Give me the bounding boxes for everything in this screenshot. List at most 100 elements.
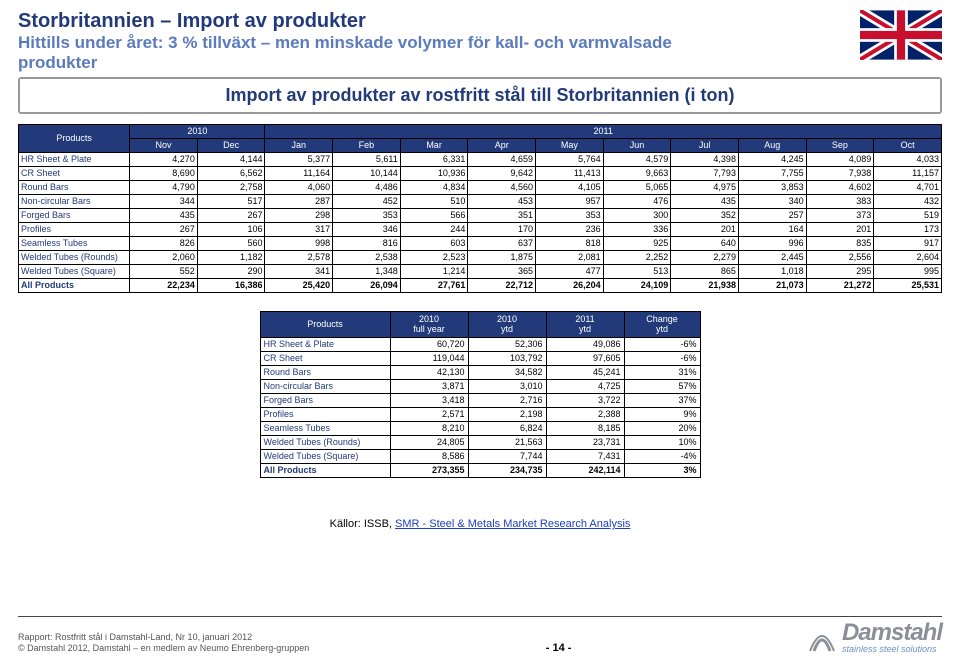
data-cell: 4,486 (333, 181, 401, 195)
data-cell: 1,018 (738, 265, 806, 279)
data-cell: 865 (671, 265, 739, 279)
data-cell: 1,348 (333, 265, 401, 279)
logo-tagline: stainless steel solutions (842, 644, 942, 654)
summary-cell: 37% (624, 394, 700, 408)
summary-row-label: Forged Bars (260, 394, 390, 408)
main-data-table: Products20102011NovDecJanFebMarAprMayJun… (18, 124, 942, 293)
col-month-header: Jun (603, 139, 671, 153)
logo-text-block: Damstahl stainless steel solutions (842, 622, 942, 654)
summary-cell: 31% (624, 366, 700, 380)
data-cell: 26,204 (536, 279, 604, 293)
data-cell: 295 (806, 265, 874, 279)
summary-cell: 3,871 (390, 380, 468, 394)
data-cell: 236 (536, 223, 604, 237)
summary-cell: 8,210 (390, 422, 468, 436)
summary-row-label: Round Bars (260, 366, 390, 380)
data-cell: 4,579 (603, 153, 671, 167)
summary-row-label: Non-circular Bars (260, 380, 390, 394)
data-cell: 16,386 (197, 279, 265, 293)
page-subtitle-2: produkter (18, 53, 672, 73)
summary-cell: 49,086 (546, 338, 624, 352)
row-label: All Products (19, 279, 130, 293)
data-cell: 552 (130, 265, 198, 279)
data-cell: 1,182 (197, 251, 265, 265)
data-cell: 11,164 (265, 167, 333, 181)
summary-cell: 34,582 (468, 366, 546, 380)
summary-cell: 103,792 (468, 352, 546, 366)
summary-cell: 57% (624, 380, 700, 394)
data-cell: 4,398 (671, 153, 739, 167)
page-subtitle-1: Hittills under året: 3 % tillväxt – men … (18, 33, 672, 53)
footer-line1: Rapport: Rostfritt stål i Damstahl-Land,… (18, 632, 309, 643)
summary-cell: 45,241 (546, 366, 624, 380)
data-cell: 435 (671, 195, 739, 209)
row-label: CR Sheet (19, 167, 130, 181)
data-cell: 453 (468, 195, 536, 209)
col-month-header: Jan (265, 139, 333, 153)
data-cell: 2,556 (806, 251, 874, 265)
data-cell: 2,523 (400, 251, 468, 265)
row-label: Profiles (19, 223, 130, 237)
summary-cell: 273,355 (390, 464, 468, 478)
data-cell: 835 (806, 237, 874, 251)
data-cell: 351 (468, 209, 536, 223)
col-month-header: Aug (738, 139, 806, 153)
title-row: Storbritannien – Import av produkter Hit… (18, 10, 942, 73)
data-cell: 818 (536, 237, 604, 251)
summary-cell: 24,805 (390, 436, 468, 450)
summary-cell: 10% (624, 436, 700, 450)
summary-row-label: All Products (260, 464, 390, 478)
data-cell: 6,331 (400, 153, 468, 167)
col-year-header: 2010 (130, 125, 265, 139)
footer-line2: © Damstahl 2012, Damstahl – en medlem av… (18, 643, 309, 654)
source-link[interactable]: SMR - Steel & Metals Market Research Ana… (395, 518, 630, 530)
data-cell: 26,094 (333, 279, 401, 293)
row-label: Forged Bars (19, 209, 130, 223)
data-cell: 566 (400, 209, 468, 223)
data-cell: 4,659 (468, 153, 536, 167)
data-cell: 290 (197, 265, 265, 279)
row-label: Round Bars (19, 181, 130, 195)
data-cell: 435 (130, 209, 198, 223)
footer-left: Rapport: Rostfritt stål i Damstahl-Land,… (18, 632, 309, 654)
page: Storbritannien – Import av produkter Hit… (0, 0, 960, 530)
data-cell: 5,065 (603, 181, 671, 195)
data-cell: 336 (603, 223, 671, 237)
row-label: Welded Tubes (Square) (19, 265, 130, 279)
data-cell: 517 (197, 195, 265, 209)
data-cell: 816 (333, 237, 401, 251)
summary-cell: 21,563 (468, 436, 546, 450)
data-cell: 2,538 (333, 251, 401, 265)
row-label: Non-circular Bars (19, 195, 130, 209)
data-cell: 5,377 (265, 153, 333, 167)
summary-cell: 119,044 (390, 352, 468, 366)
data-cell: 5,764 (536, 153, 604, 167)
data-cell: 300 (603, 209, 671, 223)
summary-col-header: 2011ytd (546, 312, 624, 338)
summary-cell: 234,735 (468, 464, 546, 478)
footer-right: Damstahl stainless steel solutions (808, 622, 942, 654)
data-cell: 7,793 (671, 167, 739, 181)
summary-cell: 52,306 (468, 338, 546, 352)
footer-rule (18, 616, 942, 617)
summary-cell: 6,824 (468, 422, 546, 436)
summary-cell: -6% (624, 352, 700, 366)
source-prefix: Källor: ISSB, (330, 518, 395, 530)
data-cell: 365 (468, 265, 536, 279)
summary-cell: 2,198 (468, 408, 546, 422)
summary-row-label: Welded Tubes (Rounds) (260, 436, 390, 450)
data-cell: 995 (874, 265, 942, 279)
data-cell: 298 (265, 209, 333, 223)
data-cell: 27,761 (400, 279, 468, 293)
data-cell: 341 (265, 265, 333, 279)
data-cell: 519 (874, 209, 942, 223)
data-cell: 340 (738, 195, 806, 209)
summary-cell: 7,744 (468, 450, 546, 464)
data-cell: 4,701 (874, 181, 942, 195)
col-month-header: May (536, 139, 604, 153)
data-cell: 957 (536, 195, 604, 209)
source-line: Källor: ISSB, SMR - Steel & Metals Marke… (18, 518, 942, 530)
summary-cell: 2,388 (546, 408, 624, 422)
summary-cell: 3,418 (390, 394, 468, 408)
uk-flag-icon (860, 10, 942, 60)
